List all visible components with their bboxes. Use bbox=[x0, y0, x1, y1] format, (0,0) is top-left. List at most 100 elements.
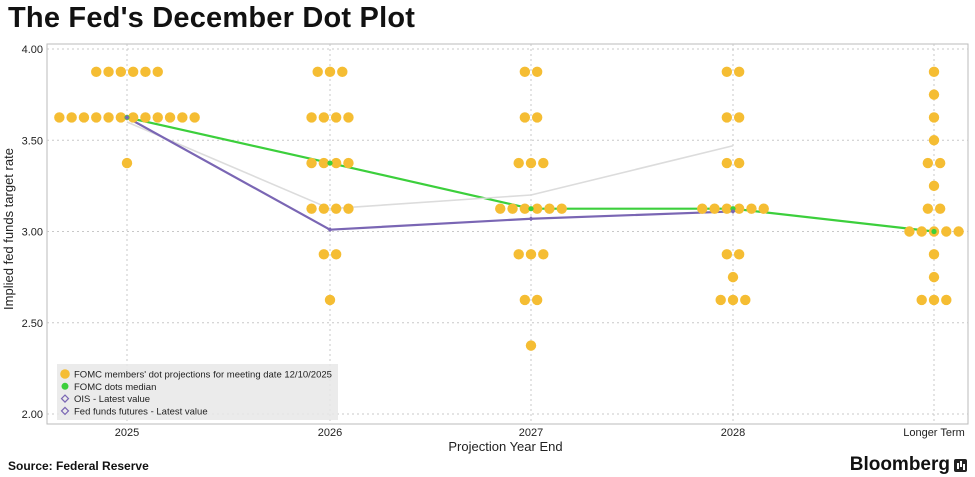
projection-dot bbox=[721, 203, 733, 214]
projection-dot bbox=[318, 157, 330, 169]
projection-dot bbox=[733, 112, 745, 123]
projection-dot bbox=[519, 112, 531, 123]
legend-label: OIS - Latest value bbox=[74, 394, 150, 405]
projection-dot bbox=[721, 66, 733, 78]
legend-diamond-icon bbox=[60, 394, 70, 403]
projection-dot bbox=[312, 66, 323, 78]
projection-dot bbox=[127, 66, 139, 78]
projection-dot bbox=[721, 157, 733, 169]
y-tick-label: 3.50 bbox=[22, 135, 43, 147]
projection-dot bbox=[922, 203, 934, 214]
projection-dot bbox=[525, 340, 537, 351]
legend-diamond-icon bbox=[60, 406, 70, 416]
projection-dot bbox=[525, 249, 537, 260]
projection-dot bbox=[318, 249, 330, 260]
legend-box bbox=[57, 364, 338, 420]
median-dot bbox=[730, 206, 736, 212]
x-axis-title: Projection Year End bbox=[448, 439, 562, 454]
projection-dot bbox=[733, 66, 745, 78]
futures-point bbox=[327, 227, 333, 233]
projection-dot bbox=[78, 112, 90, 123]
y-tick-label: 3.00 bbox=[22, 227, 43, 239]
projection-dot bbox=[928, 135, 940, 146]
projection-dot bbox=[531, 294, 543, 306]
x-tick-label: 2025 bbox=[115, 427, 139, 439]
median-dot bbox=[528, 206, 534, 212]
median-dot bbox=[327, 160, 333, 166]
projection-dot bbox=[538, 249, 549, 260]
projection-dot bbox=[330, 112, 342, 123]
median-dot bbox=[931, 228, 937, 235]
projection-dot bbox=[746, 203, 757, 214]
x-tick-label: 2026 bbox=[318, 427, 342, 439]
median-markers bbox=[124, 114, 937, 235]
projection-dot bbox=[519, 294, 531, 306]
projection-dot bbox=[928, 89, 940, 100]
projection-dot bbox=[904, 226, 915, 237]
projection-dot bbox=[740, 294, 751, 306]
projection-dot bbox=[941, 294, 952, 306]
projection-dot bbox=[727, 294, 739, 306]
projection-dot bbox=[531, 203, 543, 214]
x-tick-label: 2028 bbox=[721, 427, 745, 439]
projection-dot bbox=[733, 157, 745, 169]
y-tick-label: 2.00 bbox=[22, 409, 43, 421]
projection-dot bbox=[941, 226, 952, 237]
bar-chart-icon bbox=[954, 458, 967, 472]
projection-dot bbox=[115, 112, 127, 123]
legend-dot-icon bbox=[60, 369, 70, 379]
futures-point bbox=[730, 208, 736, 214]
projection-dot bbox=[318, 112, 330, 123]
projection-dot bbox=[733, 249, 745, 260]
projection-dot bbox=[164, 112, 176, 123]
projection-dot bbox=[928, 66, 940, 78]
x-tick-label: Longer Term bbox=[903, 427, 965, 439]
series-line bbox=[126, 116, 734, 231]
chart-title: The Fed's December Dot Plot bbox=[8, 2, 416, 34]
source-note: Source: Federal Reserve bbox=[8, 459, 149, 473]
projection-dot bbox=[733, 203, 745, 214]
projection-dot bbox=[343, 157, 354, 169]
projection-dot bbox=[928, 294, 940, 306]
projection-dot bbox=[513, 249, 524, 260]
y-tick-label: 4.00 bbox=[22, 44, 43, 56]
projection-dot bbox=[916, 294, 927, 306]
projection-dot bbox=[697, 203, 708, 214]
axes: 2.00 2.50 3.00 3.50 4.00 2025 2026 2027 2028 Long… bbox=[1, 44, 965, 454]
projection-dot bbox=[152, 112, 163, 123]
projection-dot bbox=[721, 249, 733, 260]
projection-dot bbox=[330, 203, 342, 214]
grid-lines bbox=[46, 43, 969, 425]
projection-dot bbox=[928, 271, 940, 283]
projection-dot bbox=[103, 66, 114, 78]
projection-dot bbox=[140, 112, 151, 123]
projection-dot bbox=[525, 157, 537, 169]
projection-dot bbox=[556, 203, 567, 214]
projection-dot bbox=[140, 66, 151, 78]
projection-dot bbox=[54, 112, 65, 123]
projection-dot bbox=[121, 157, 133, 169]
projection-dot bbox=[519, 203, 531, 214]
projection-dot bbox=[715, 294, 726, 306]
bloomberg-logo: Bloomberg bbox=[850, 454, 967, 476]
projection-dot bbox=[343, 112, 354, 123]
y-axis-title: Implied fed funds target rate bbox=[1, 148, 16, 310]
y-tick-label: 2.50 bbox=[22, 318, 43, 330]
projection-dot bbox=[177, 112, 188, 123]
projection-dot bbox=[513, 157, 524, 169]
projection-dot bbox=[758, 203, 769, 214]
projection-dot bbox=[519, 66, 531, 78]
projection-dot bbox=[538, 157, 549, 169]
projection-dot bbox=[343, 203, 354, 214]
projection-dot bbox=[306, 203, 317, 214]
projection-dot bbox=[495, 203, 506, 214]
projection-dot bbox=[152, 66, 163, 78]
series-line bbox=[126, 121, 734, 210]
legend: FOMC members' dot projections for meetin… bbox=[57, 364, 338, 420]
projection-dot bbox=[727, 271, 739, 283]
projection-dot bbox=[934, 203, 946, 214]
projection-dot bbox=[127, 112, 139, 123]
futures-point bbox=[528, 216, 534, 222]
projection-dot bbox=[928, 180, 940, 192]
legend-median-icon bbox=[61, 382, 69, 390]
